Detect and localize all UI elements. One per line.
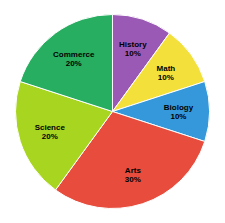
- svg-text:Math10%: Math10%: [157, 64, 176, 82]
- svg-text:Biology10%: Biology10%: [164, 103, 194, 121]
- svg-text:Science20%: Science20%: [35, 123, 66, 141]
- svg-text:Commerce20%: Commerce20%: [53, 50, 95, 68]
- svg-text:Arts30%: Arts30%: [125, 166, 142, 184]
- svg-text:History10%: History10%: [119, 40, 147, 58]
